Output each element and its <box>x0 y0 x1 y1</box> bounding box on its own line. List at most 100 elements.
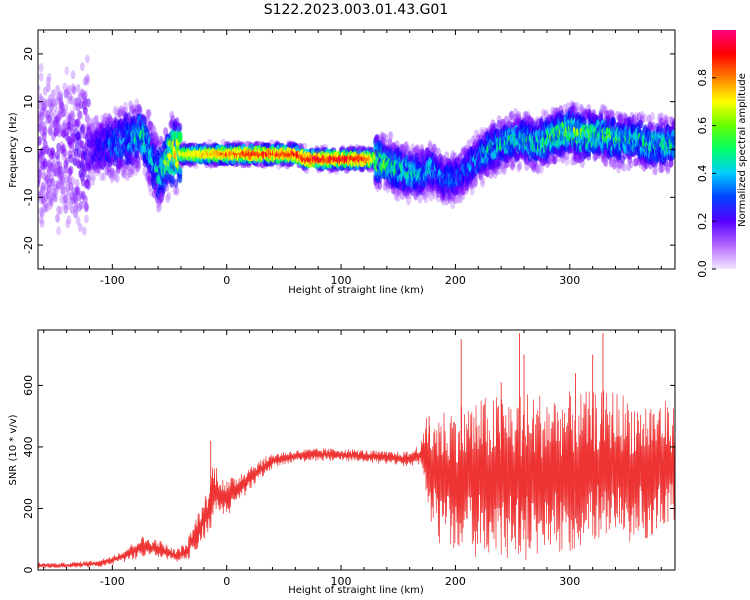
spectrogram-cell <box>56 96 61 106</box>
spectrogram-cell <box>404 140 409 150</box>
spectrogram-cell <box>56 180 61 190</box>
spectrogram-cell <box>88 171 93 181</box>
spectrogram-cell <box>52 120 57 130</box>
spectrogram-cell <box>65 219 71 229</box>
spectrogram-cell <box>61 151 67 161</box>
spectrogram-cell <box>49 102 54 112</box>
spectrogram-cell <box>44 110 50 120</box>
spectrogram-cell <box>69 140 75 150</box>
spectrogram-cell <box>85 73 90 83</box>
spectrogram-cell <box>142 115 148 125</box>
spectrogram-cell <box>42 98 48 108</box>
spectrogram-cell <box>80 123 86 133</box>
spectrogram-cell <box>151 126 157 136</box>
spectrogram-cell <box>42 108 48 118</box>
spectrogram-cell <box>303 167 310 174</box>
spectrogram-cell <box>150 130 156 140</box>
spectrogram-cell <box>111 169 117 179</box>
spectrogram-cell <box>62 180 68 190</box>
spectrogram-cell <box>127 168 132 178</box>
spectrogram-cell <box>64 174 70 184</box>
spectrogram-cell <box>276 163 282 170</box>
spectrogram-cell <box>79 200 85 210</box>
spectrogram-cell <box>66 85 72 95</box>
spectrogram-cell <box>414 144 420 154</box>
spectrogram-cell <box>90 123 95 133</box>
spectrogram-cell <box>52 188 57 197</box>
spectrogram-cell <box>81 163 87 173</box>
spectrogram-cell <box>417 194 423 204</box>
spectrogram-cell <box>69 191 75 200</box>
spectrogram-cell <box>383 133 389 143</box>
spectrogram-cell <box>84 214 89 224</box>
spectrogram-cell <box>480 175 485 185</box>
spectrogram-cell <box>56 142 61 152</box>
spectrogram-cell <box>123 101 128 111</box>
spectrogram-cell <box>421 190 427 200</box>
spectrogram-cell <box>158 135 163 145</box>
spectrogram-cell <box>471 135 476 145</box>
spectrogram-cell <box>63 164 69 174</box>
spectrogram-cell <box>38 189 44 199</box>
spectrogram-cell <box>89 117 94 127</box>
spectrogram-cell <box>73 204 79 213</box>
spectrogram-cell <box>85 114 90 124</box>
spectrogram-cell <box>55 114 60 124</box>
spectrogram-cell <box>394 188 400 198</box>
spectrogram-cell <box>90 176 95 186</box>
spectrogram-cell <box>82 90 88 100</box>
spectrogram-cell <box>65 187 71 197</box>
spectrogram-cell <box>57 112 62 122</box>
spectrogram-cell <box>67 91 73 101</box>
spectrogram-cell <box>60 185 66 195</box>
spectrogram-cell <box>145 109 151 119</box>
spectrogram-cell <box>38 122 43 132</box>
spectrogram-cell <box>90 123 95 133</box>
spectrogram-cell <box>387 131 393 141</box>
spectrogram-cell <box>79 88 85 98</box>
spectrogram-cell <box>148 121 154 131</box>
spectrogram-cell <box>70 176 76 186</box>
spectrogram-cell <box>60 104 66 113</box>
spectrogram-cell <box>102 113 108 123</box>
spectrogram-cell <box>42 204 48 213</box>
spectrogram-cell <box>61 172 67 182</box>
spectrogram-cell <box>120 158 125 168</box>
spectrogram-cell <box>130 165 136 175</box>
spectrogram-cell <box>41 132 47 142</box>
spectrogram-cell <box>400 143 405 153</box>
spectrogram-cell <box>46 178 52 188</box>
spectrogram-cell <box>381 132 387 142</box>
spectrogram-cell <box>436 193 441 203</box>
spectrogram-cell <box>81 100 87 110</box>
spectrogram-cell <box>69 109 75 119</box>
spectrogram-cell <box>57 110 62 120</box>
spectrogram-cell <box>61 122 67 132</box>
spectrogram-cell <box>39 107 45 117</box>
spectrogram-cell <box>101 172 107 182</box>
spectrogram-cell <box>51 89 56 99</box>
spectrogram-cell <box>147 120 153 130</box>
spectrogram-cell <box>54 180 59 189</box>
spectrogram-cell <box>49 162 54 172</box>
spectrogram-cell <box>38 83 41 93</box>
spectrogram-cell <box>38 135 43 145</box>
spectrogram-cell <box>53 116 58 125</box>
spectrogram-cell <box>474 129 479 139</box>
spectrogram-cell <box>53 103 58 113</box>
spectrogram-cell <box>177 134 183 144</box>
spectrogram-cell <box>460 186 466 196</box>
spectrogram-cell <box>80 130 86 139</box>
spectrogram-cell <box>41 120 47 130</box>
spectrogram-cell <box>45 76 51 86</box>
spectrogram-cell <box>59 178 65 188</box>
spectrogram-cell <box>387 138 393 147</box>
spectrogram-cell <box>112 172 118 182</box>
spectrogram-cell <box>62 200 68 210</box>
spectrogram-cell <box>469 186 475 196</box>
spectrogram-cell <box>148 121 154 131</box>
spectrogram-cell <box>301 142 308 150</box>
spectrogram-cell <box>414 145 420 155</box>
